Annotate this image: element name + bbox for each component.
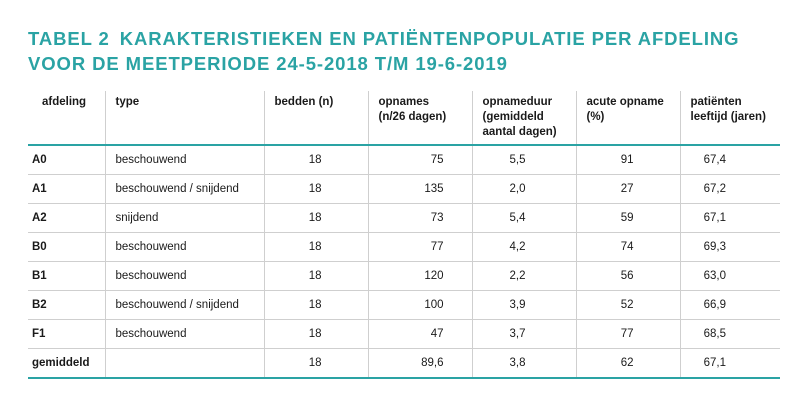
header-row: afdeling type bedden (n) opnames (n/26 dagen…: [28, 91, 780, 146]
cell-opnameduur: 5,5: [471, 145, 576, 175]
cell-acute-opname: 77: [575, 319, 680, 349]
table-number: TABEL 2: [28, 28, 110, 49]
cell-acute-opname: 27: [575, 174, 680, 204]
cell-leeftijd: 68,5: [679, 319, 780, 349]
cell-afdeling: A1: [28, 174, 105, 204]
cell-opnameduur: 2,0: [471, 174, 576, 204]
cell-opnameduur: 3,7: [471, 319, 576, 349]
table-row: B2 beschouwend / snijdend 18 100 3,9 52 66,9: [28, 290, 780, 320]
cell-leeftijd: 63,0: [679, 261, 780, 291]
cell-afdeling: A0: [28, 145, 105, 175]
header-line: opnames: [378, 96, 430, 108]
cell-type: beschouwend: [104, 319, 264, 349]
cell-leeftijd: 69,3: [679, 232, 780, 262]
cell-acute-opname: 62: [575, 348, 680, 379]
cell-afdeling: B0: [28, 232, 105, 262]
cell-opnameduur: 2,2: [471, 261, 576, 291]
header-line: bedden (n): [274, 96, 334, 108]
cell-leeftijd: 67,1: [679, 203, 780, 233]
cell-type: [104, 348, 264, 379]
cell-bedden: 18: [263, 145, 368, 175]
cell-bedden: 18: [263, 290, 368, 320]
cell-bedden: 18: [263, 319, 368, 349]
cell-opnames: 47: [367, 319, 472, 349]
header-line: (n/26 dagen): [378, 111, 447, 123]
column-header-type: type: [104, 91, 264, 146]
column-header-afdeling: afdeling: [28, 91, 105, 146]
average-row: gemiddeld 18 89,6 3,8 62 67,1: [28, 348, 780, 379]
data-table-container: afdeling type bedden (n) opnames (n/26 dagen…: [28, 91, 780, 379]
cell-bedden: 18: [263, 261, 368, 291]
cell-opnames: 75: [367, 145, 472, 175]
header-line: type: [115, 96, 140, 108]
cell-opnames: 89,6: [367, 348, 472, 379]
cell-type: beschouwend: [104, 232, 264, 262]
table-row: A1 beschouwend / snijdend 18 135 2,0 27 67,2: [28, 174, 780, 204]
header-line: (%): [586, 111, 605, 123]
cell-acute-opname: 91: [575, 145, 680, 175]
cell-type: beschouwend / snijdend: [104, 174, 264, 204]
table-title-text: KARAKTERISTIEKEN EN PATIËNTENPOPULATIE P…: [28, 28, 740, 74]
column-header-bedden: bedden (n): [263, 91, 368, 146]
cell-bedden: 18: [263, 232, 368, 262]
data-table: afdeling type bedden (n) opnames (n/26 dagen…: [28, 91, 780, 379]
cell-opnames: 135: [367, 174, 472, 204]
header-line: (gemiddeld: [482, 111, 544, 123]
cell-opnames: 120: [367, 261, 472, 291]
cell-opnames: 100: [367, 290, 472, 320]
cell-acute-opname: 74: [575, 232, 680, 262]
cell-type: beschouwend: [104, 261, 264, 291]
cell-opnames: 77: [367, 232, 472, 262]
column-header-leeftijd: patiënten leeftijd (jaren): [679, 91, 780, 146]
table-row: F1 beschouwend 18 47 3,7 77 68,5: [28, 319, 780, 349]
column-header-acute-opname: acute opname (%): [575, 91, 680, 146]
cell-bedden: 18: [263, 174, 368, 204]
table-row: A2 snijdend 18 73 5,4 59 67,1: [28, 203, 780, 233]
cell-leeftijd: 66,9: [679, 290, 780, 320]
cell-afdeling: gemiddeld: [28, 348, 105, 379]
header-line: opnameduur: [482, 96, 553, 108]
table-row: B1 beschouwend 18 120 2,2 56 63,0: [28, 261, 780, 291]
header-line: afdeling: [42, 96, 87, 108]
cell-acute-opname: 59: [575, 203, 680, 233]
header-line: patiënten: [690, 96, 742, 108]
cell-opnames: 73: [367, 203, 472, 233]
cell-type: beschouwend: [104, 145, 264, 175]
cell-bedden: 18: [263, 203, 368, 233]
cell-acute-opname: 56: [575, 261, 680, 291]
column-header-opnames: opnames (n/26 dagen): [367, 91, 472, 146]
header-line: aantal dagen): [482, 126, 557, 138]
table-title: TABEL 2 KARAKTERISTIEKEN EN PATIËNTENPOPU…: [28, 26, 788, 76]
cell-type: snijdend: [104, 203, 264, 233]
cell-opnameduur: 3,9: [471, 290, 576, 320]
header-line: leeftijd (jaren): [690, 111, 766, 123]
cell-leeftijd: 67,4: [679, 145, 780, 175]
cell-opnameduur: 5,4: [471, 203, 576, 233]
cell-type: beschouwend / snijdend: [104, 290, 264, 320]
cell-afdeling: F1: [28, 319, 105, 349]
cell-afdeling: B2: [28, 290, 105, 320]
cell-leeftijd: 67,2: [679, 174, 780, 204]
cell-bedden: 18: [263, 348, 368, 379]
table-row: B0 beschouwend 18 77 4,2 74 69,3: [28, 232, 780, 262]
cell-afdeling: A2: [28, 203, 105, 233]
cell-acute-opname: 52: [575, 290, 680, 320]
cell-leeftijd: 67,1: [679, 348, 780, 379]
table-body: A0 beschouwend 18 75 5,5 91 67,4 A1 beschouwend …: [28, 145, 780, 379]
cell-opnameduur: 4,2: [471, 232, 576, 262]
cell-opnameduur: 3,8: [471, 348, 576, 379]
column-header-opnameduur: opnameduur (gemiddeld aantal dagen): [471, 91, 576, 146]
header-line: acute opname: [586, 96, 664, 108]
cell-afdeling: B1: [28, 261, 105, 291]
table-row: A0 beschouwend 18 75 5,5 91 67,4: [28, 145, 780, 175]
